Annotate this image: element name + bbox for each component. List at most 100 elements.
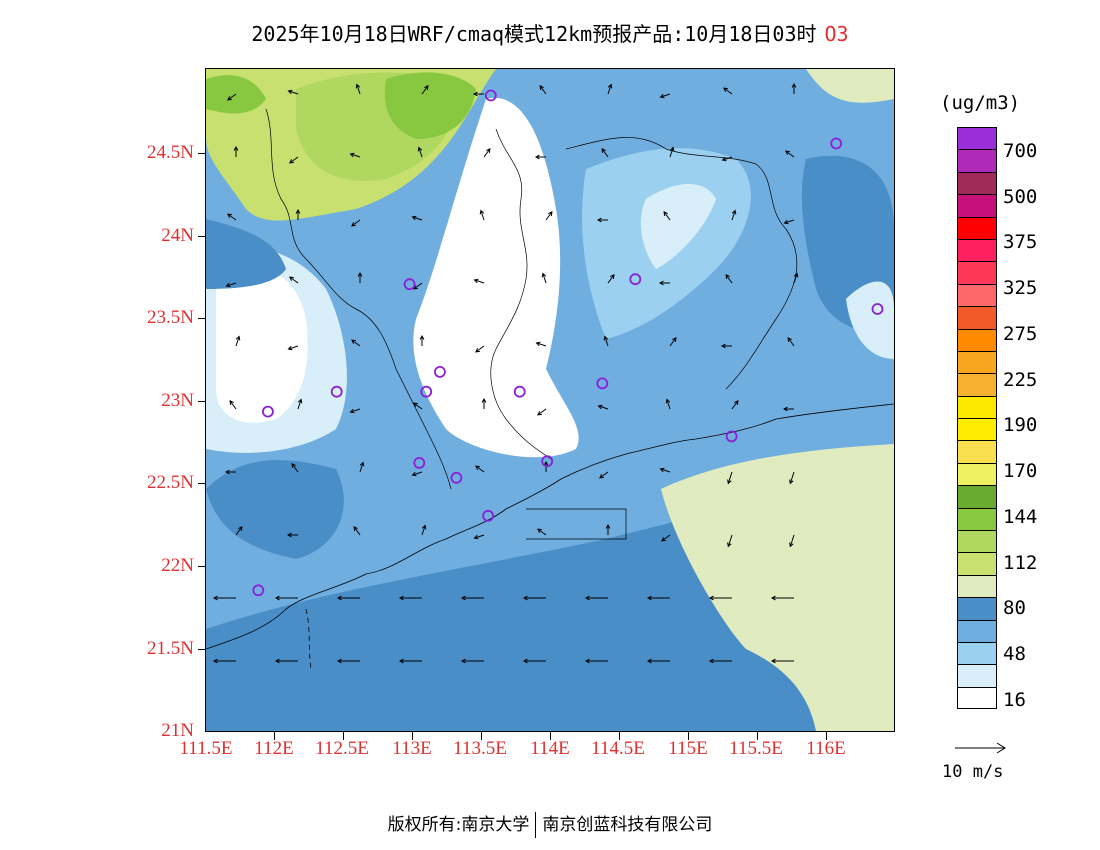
wind-arrow <box>350 408 361 413</box>
colorbar-label: 190 <box>1003 414 1038 436</box>
wind-arrow <box>412 216 423 221</box>
wind-arrow-head <box>734 400 739 405</box>
wind-arrow-head <box>646 658 652 664</box>
station-marker <box>513 385 526 398</box>
wind-arrow <box>725 274 733 284</box>
colorbar-label: 225 <box>1003 369 1038 391</box>
wind-arrow-head <box>723 87 728 92</box>
wind-arrow <box>418 147 423 158</box>
wind-arrow <box>359 462 364 473</box>
wind-arrow <box>351 219 361 227</box>
wind-arrow-head <box>791 82 797 88</box>
wind-arrow <box>353 526 361 536</box>
colorbar-label: 700 <box>1003 140 1038 162</box>
station-marker <box>830 137 843 150</box>
station-marker <box>413 456 426 469</box>
wind-arrow-head <box>413 285 418 290</box>
y-tick-label: 22N <box>161 555 194 576</box>
y-tick-label: 22.5N <box>147 472 194 493</box>
wind-arrow-head <box>610 274 615 279</box>
wind-arrow-head <box>289 276 294 281</box>
wind-arrow-head <box>473 534 479 540</box>
field-80-ne <box>676 69 894 103</box>
wind-arrow <box>226 282 237 287</box>
map-canvas <box>206 69 894 731</box>
chart-title: 2025年10月18日WRF/cmaq模式12km预报产品:10月18日03时 O… <box>0 18 1100 47</box>
wind-arrow-head <box>537 528 542 533</box>
x-tick-label: 113.5E <box>453 738 507 759</box>
wind-arrow-head <box>357 271 363 277</box>
footer: 版权所有:南京大学 南京创蓝科技有限公司 <box>0 810 1100 838</box>
colorbar-swatch <box>957 127 997 150</box>
wind-arrow <box>537 528 547 536</box>
colorbar-swatch <box>957 686 997 710</box>
wind-arrow <box>413 402 423 410</box>
wind-arrow <box>727 534 733 547</box>
wind-arrow-head <box>421 524 427 530</box>
wind-arrow <box>723 87 733 95</box>
wind-arrow <box>288 345 299 350</box>
colorbar-swatch <box>957 641 997 665</box>
wind-arrow-head <box>336 658 342 664</box>
wind-arrow-head <box>770 595 776 601</box>
wind-arrow-head <box>535 341 541 347</box>
field-0-16-center <box>413 97 579 458</box>
wind-arrow <box>475 345 485 353</box>
colorbar-swatch <box>957 574 997 598</box>
wind-arrow-head <box>603 335 609 341</box>
x-tick-mark <box>343 732 344 740</box>
wind-arrow-head <box>286 532 292 538</box>
wind-arrow-head <box>297 398 303 404</box>
wind-arrow-head <box>349 152 355 158</box>
wind-arrow-head <box>770 658 776 664</box>
colorbar-label: 48 <box>1003 643 1026 665</box>
wind-arrow-head <box>460 658 466 664</box>
wind-arrow-head <box>287 345 293 351</box>
wind-arrow-head <box>672 337 677 342</box>
wind-arrow-head <box>659 467 665 473</box>
province-boundary-center <box>490 128 552 460</box>
wind-arrow-head <box>212 658 218 664</box>
wind-arrow-head <box>351 222 356 227</box>
wind-arrow <box>227 213 237 221</box>
wind-arrow-head <box>708 595 714 601</box>
colorbar-units: (ug/m3) <box>940 92 1021 114</box>
field-144-north <box>384 72 476 139</box>
colorbar-label: 325 <box>1003 277 1038 299</box>
wind-arrow-head <box>725 274 730 279</box>
colorbar-label: 275 <box>1003 323 1038 345</box>
x-tick-label: 114.5E <box>591 738 645 759</box>
wind-arrow <box>289 156 299 164</box>
footer-company: 南京创蓝科技有限公司 <box>542 815 713 835</box>
y-tick-label: 21.5N <box>147 638 194 659</box>
wind-arrow-head <box>731 209 737 215</box>
x-tick-label: 116E <box>806 738 846 759</box>
wind-arrow <box>660 93 671 98</box>
colorbar-swatch <box>957 552 997 575</box>
wind-arrow-head <box>212 595 218 601</box>
wind-arrow-head <box>235 335 241 341</box>
x-tick-label: 113E <box>392 738 432 759</box>
wind-arrow-head <box>473 278 479 284</box>
wind-arrow-head <box>584 658 590 664</box>
wind-arrow-head <box>353 526 358 531</box>
wind-arrow <box>229 400 237 410</box>
wind-arrow <box>784 219 795 224</box>
y-tick-label: 21N <box>161 720 194 741</box>
wind-arrow <box>421 85 429 95</box>
wind-arrow-head <box>475 348 480 353</box>
colorbar-label: 112 <box>1003 552 1038 574</box>
wind-arrow-head <box>359 461 365 467</box>
wind-arrow-head <box>783 219 789 225</box>
y-tick-label: 24N <box>161 225 194 246</box>
wind-arrow-head <box>789 542 794 548</box>
wind-arrow <box>722 156 733 161</box>
wind-arrow-head <box>708 658 714 664</box>
y-tick-mark <box>198 153 206 154</box>
station-marker <box>482 509 495 522</box>
wind-arrow-head <box>289 159 294 164</box>
wind-arrow <box>660 468 671 473</box>
wind-arrow <box>474 534 485 539</box>
wind-arrow-head <box>599 474 604 479</box>
x-tick-label: 115.5E <box>729 738 783 759</box>
